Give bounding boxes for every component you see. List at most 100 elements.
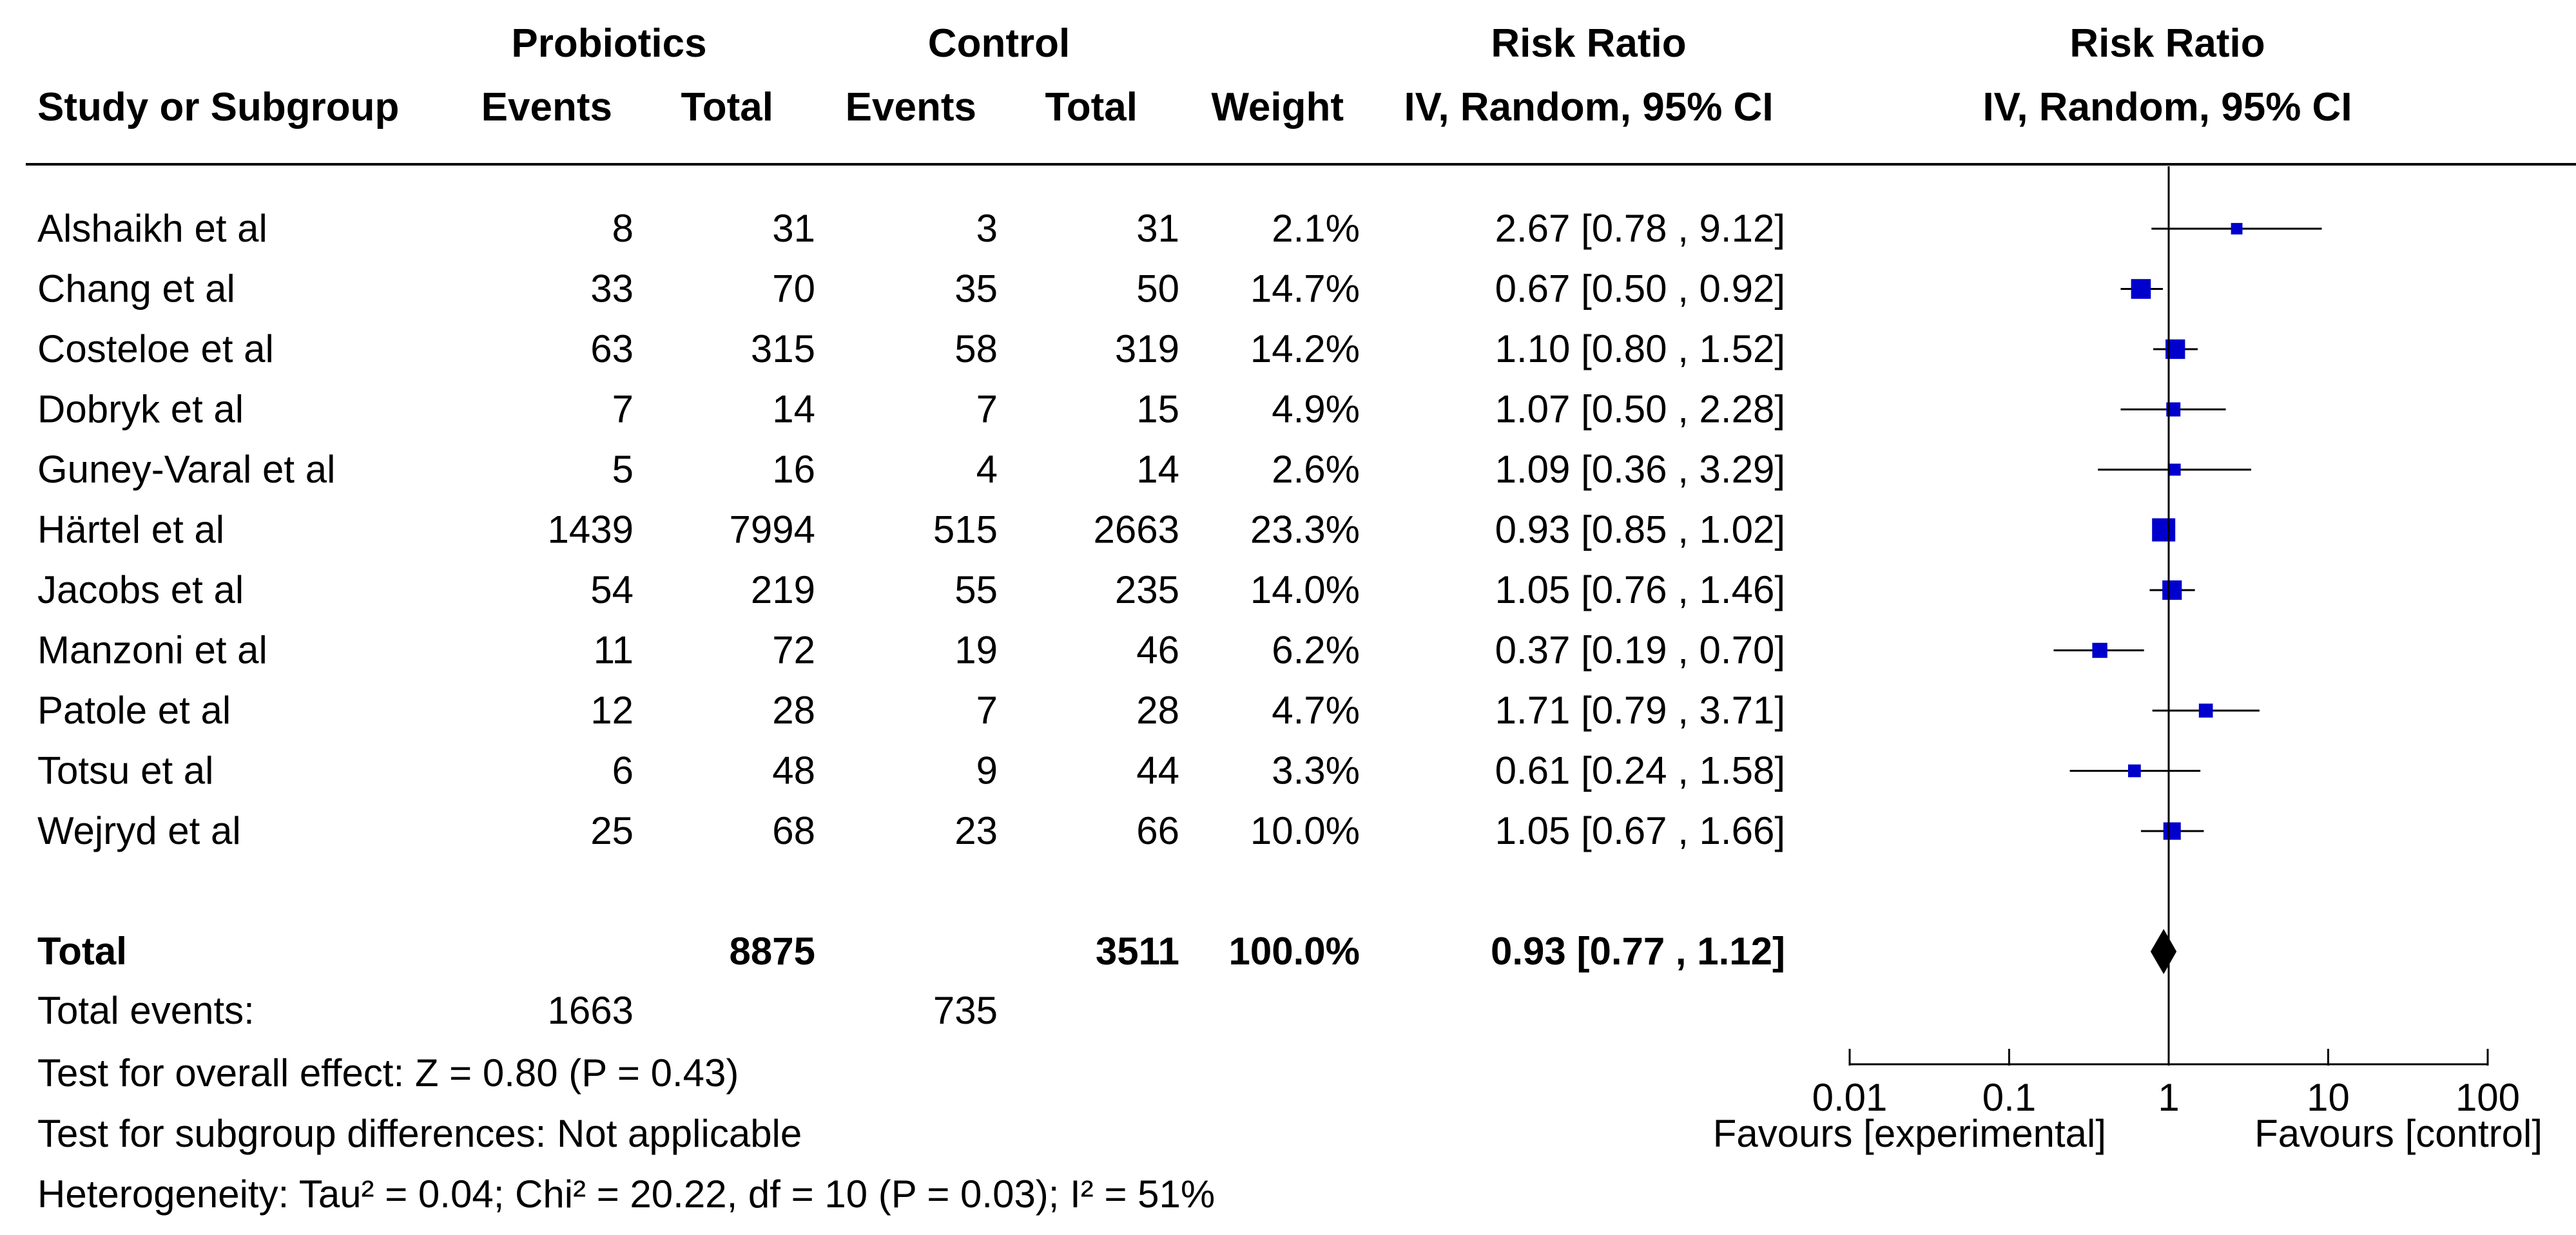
header-total-exp: Total (681, 85, 774, 129)
weight: 4.7% (1272, 689, 1360, 732)
study-row: Wejryd et al 25 68 23 66 10.0% 1.05 [0.67 , 1.… (37, 809, 1785, 852)
ctrl-events: 7 (976, 388, 998, 431)
header-study: Study or Subgroup (37, 85, 399, 129)
study-row: Patole et al 12 28 7 28 4.7% 1.71 [0.79 , 3.71… (37, 689, 1785, 732)
study-row: Jacobs et al 54 219 55 235 14.0% 1.05 [0.76 , … (37, 568, 1785, 611)
ctrl-events: 58 (954, 327, 998, 370)
study-row: Härtel et al 1439 7994 515 2663 23.3% 0.93 [0.… (37, 508, 1785, 551)
effect-marker (2162, 580, 2182, 600)
x-tick-label: 10 (2307, 1076, 2350, 1119)
study-name: Wejryd et al (37, 809, 241, 852)
ctrl-total: 44 (1136, 749, 1179, 792)
study-name: Chang et al (37, 267, 235, 311)
ctrl-events: 3 (976, 207, 998, 250)
overall-effect-test: Test for overall effect: Z = 0.80 (P = 0… (37, 1051, 739, 1095)
study-name: Härtel et al (37, 508, 224, 551)
favours-experimental: Favours [experimental] (1713, 1112, 2106, 1155)
ctrl-events: 55 (954, 568, 998, 611)
total-events-label: Total events: (37, 989, 255, 1032)
risk-ratio-ci: 0.37 [0.19 , 0.70] (1495, 629, 1785, 672)
exp-events: 54 (590, 568, 634, 611)
header-risk-ratio: Risk Ratio (1491, 21, 1686, 66)
effect-marker (2198, 704, 2213, 718)
total-weight: 100.0% (1229, 930, 1361, 973)
study-name: Alshaikh et al (37, 207, 267, 250)
total-ci: 0.93 [0.77 , 1.12] (1491, 930, 1785, 973)
effect-marker (2131, 279, 2151, 299)
weight: 14.2% (1250, 327, 1360, 370)
weight: 10.0% (1250, 809, 1360, 852)
exp-total: 14 (772, 388, 815, 431)
risk-ratio-ci: 0.67 [0.50 , 0.92] (1495, 267, 1785, 311)
risk-ratio-ci: 1.07 [0.50 , 2.28] (1495, 388, 1785, 431)
effect-marker (2163, 822, 2181, 840)
risk-ratio-ci: 1.05 [0.76 , 1.46] (1495, 568, 1785, 611)
study-row: Manzoni et al 11 72 19 46 6.2% 0.37 [0.19 , 0.… (37, 629, 1785, 672)
exp-total: 70 (772, 267, 815, 311)
exp-events: 33 (590, 267, 634, 311)
exp-events: 25 (590, 809, 634, 852)
ctrl-total: 46 (1136, 629, 1179, 672)
weight: 23.3% (1250, 508, 1360, 551)
study-name: Jacobs et al (37, 568, 244, 611)
ctrl-total: 31 (1136, 207, 1179, 250)
total-label: Total (37, 930, 127, 973)
header-total-ctrl: Total (1045, 85, 1138, 129)
ctrl-total: 66 (1136, 809, 1179, 852)
study-row: Costeloe et al 63 315 58 319 14.2% 1.10 [0.80 … (37, 327, 1785, 370)
study-name: Dobryk et al (37, 388, 244, 431)
effect-marker (2092, 642, 2107, 658)
exp-events: 8 (612, 207, 634, 250)
header-method: IV, Random, 95% CI (1404, 85, 1773, 129)
header-probiotics: Probiotics (511, 21, 706, 66)
ctrl-total: 50 (1136, 267, 1179, 311)
study-name: Guney-Varal et al (37, 448, 335, 491)
weight: 3.3% (1272, 749, 1360, 792)
plot-area: 0.01 0.1 1 10 100 Favours [experimental] Favou… (1713, 166, 2542, 1155)
ctrl-total: 2663 (1094, 508, 1179, 551)
heterogeneity: Heterogeneity: Tau² = 0.04; Chi² = 20.22… (37, 1173, 1215, 1216)
study-row: Alshaikh et al 8 31 3 31 2.1% 2.67 [0.78 , 9.1… (37, 207, 1785, 250)
pooled-diamond (2150, 929, 2177, 974)
weight: 14.0% (1250, 568, 1360, 611)
study-row: Guney-Varal et al 5 16 4 14 2.6% 1.09 [0.36 , … (37, 448, 1785, 491)
weight: 2.1% (1272, 207, 1360, 250)
ctrl-total: 28 (1136, 689, 1179, 732)
risk-ratio-ci: 0.61 [0.24 , 1.58] (1495, 749, 1785, 792)
header-weight: Weight (1212, 85, 1344, 129)
study-name: Totsu et al (37, 749, 214, 792)
risk-ratio-ci: 1.10 [0.80 , 1.52] (1495, 327, 1785, 370)
x-tick-label: 1 (2158, 1076, 2179, 1119)
header-control: Control (928, 21, 1070, 66)
ctrl-total: 15 (1136, 388, 1179, 431)
exp-total: 315 (751, 327, 815, 370)
exp-events: 5 (612, 448, 634, 491)
risk-ratio-ci: 1.09 [0.36 , 3.29] (1495, 448, 1785, 491)
total-exp-total: 8875 (730, 930, 815, 973)
study-rows: Alshaikh et al 8 31 3 31 2.1% 2.67 [0.78 , 9.1… (37, 207, 1785, 852)
study-row: Dobryk et al 7 14 7 15 4.9% 1.07 [0.50 , 2.28] (37, 388, 1785, 431)
favours-control: Favours [control] (2254, 1112, 2542, 1155)
study-name: Costeloe et al (37, 327, 274, 370)
ctrl-events: 9 (976, 749, 998, 792)
ctrl-events: 4 (976, 448, 998, 491)
effect-marker (2168, 463, 2181, 476)
ctrl-events: 7 (976, 689, 998, 732)
exp-events: 63 (590, 327, 634, 370)
x-tick-label: 0.01 (1812, 1076, 1888, 1119)
x-tick-label: 0.1 (1982, 1076, 2036, 1119)
header-method-plot: IV, Random, 95% CI (1982, 85, 2352, 129)
exp-total: 68 (772, 809, 815, 852)
exp-total: 28 (772, 689, 815, 732)
study-name: Manzoni et al (37, 629, 267, 672)
exp-total: 219 (751, 568, 815, 611)
ctrl-events: 23 (954, 809, 998, 852)
weight: 14.7% (1250, 267, 1360, 311)
effect-marker (2166, 402, 2181, 417)
total-ctrl-total: 3511 (1096, 930, 1179, 973)
exp-total: 31 (772, 207, 815, 250)
risk-ratio-ci: 1.71 [0.79 , 3.71] (1495, 689, 1785, 732)
effect-marker (2231, 223, 2243, 235)
study-name: Patole et al (37, 689, 231, 732)
